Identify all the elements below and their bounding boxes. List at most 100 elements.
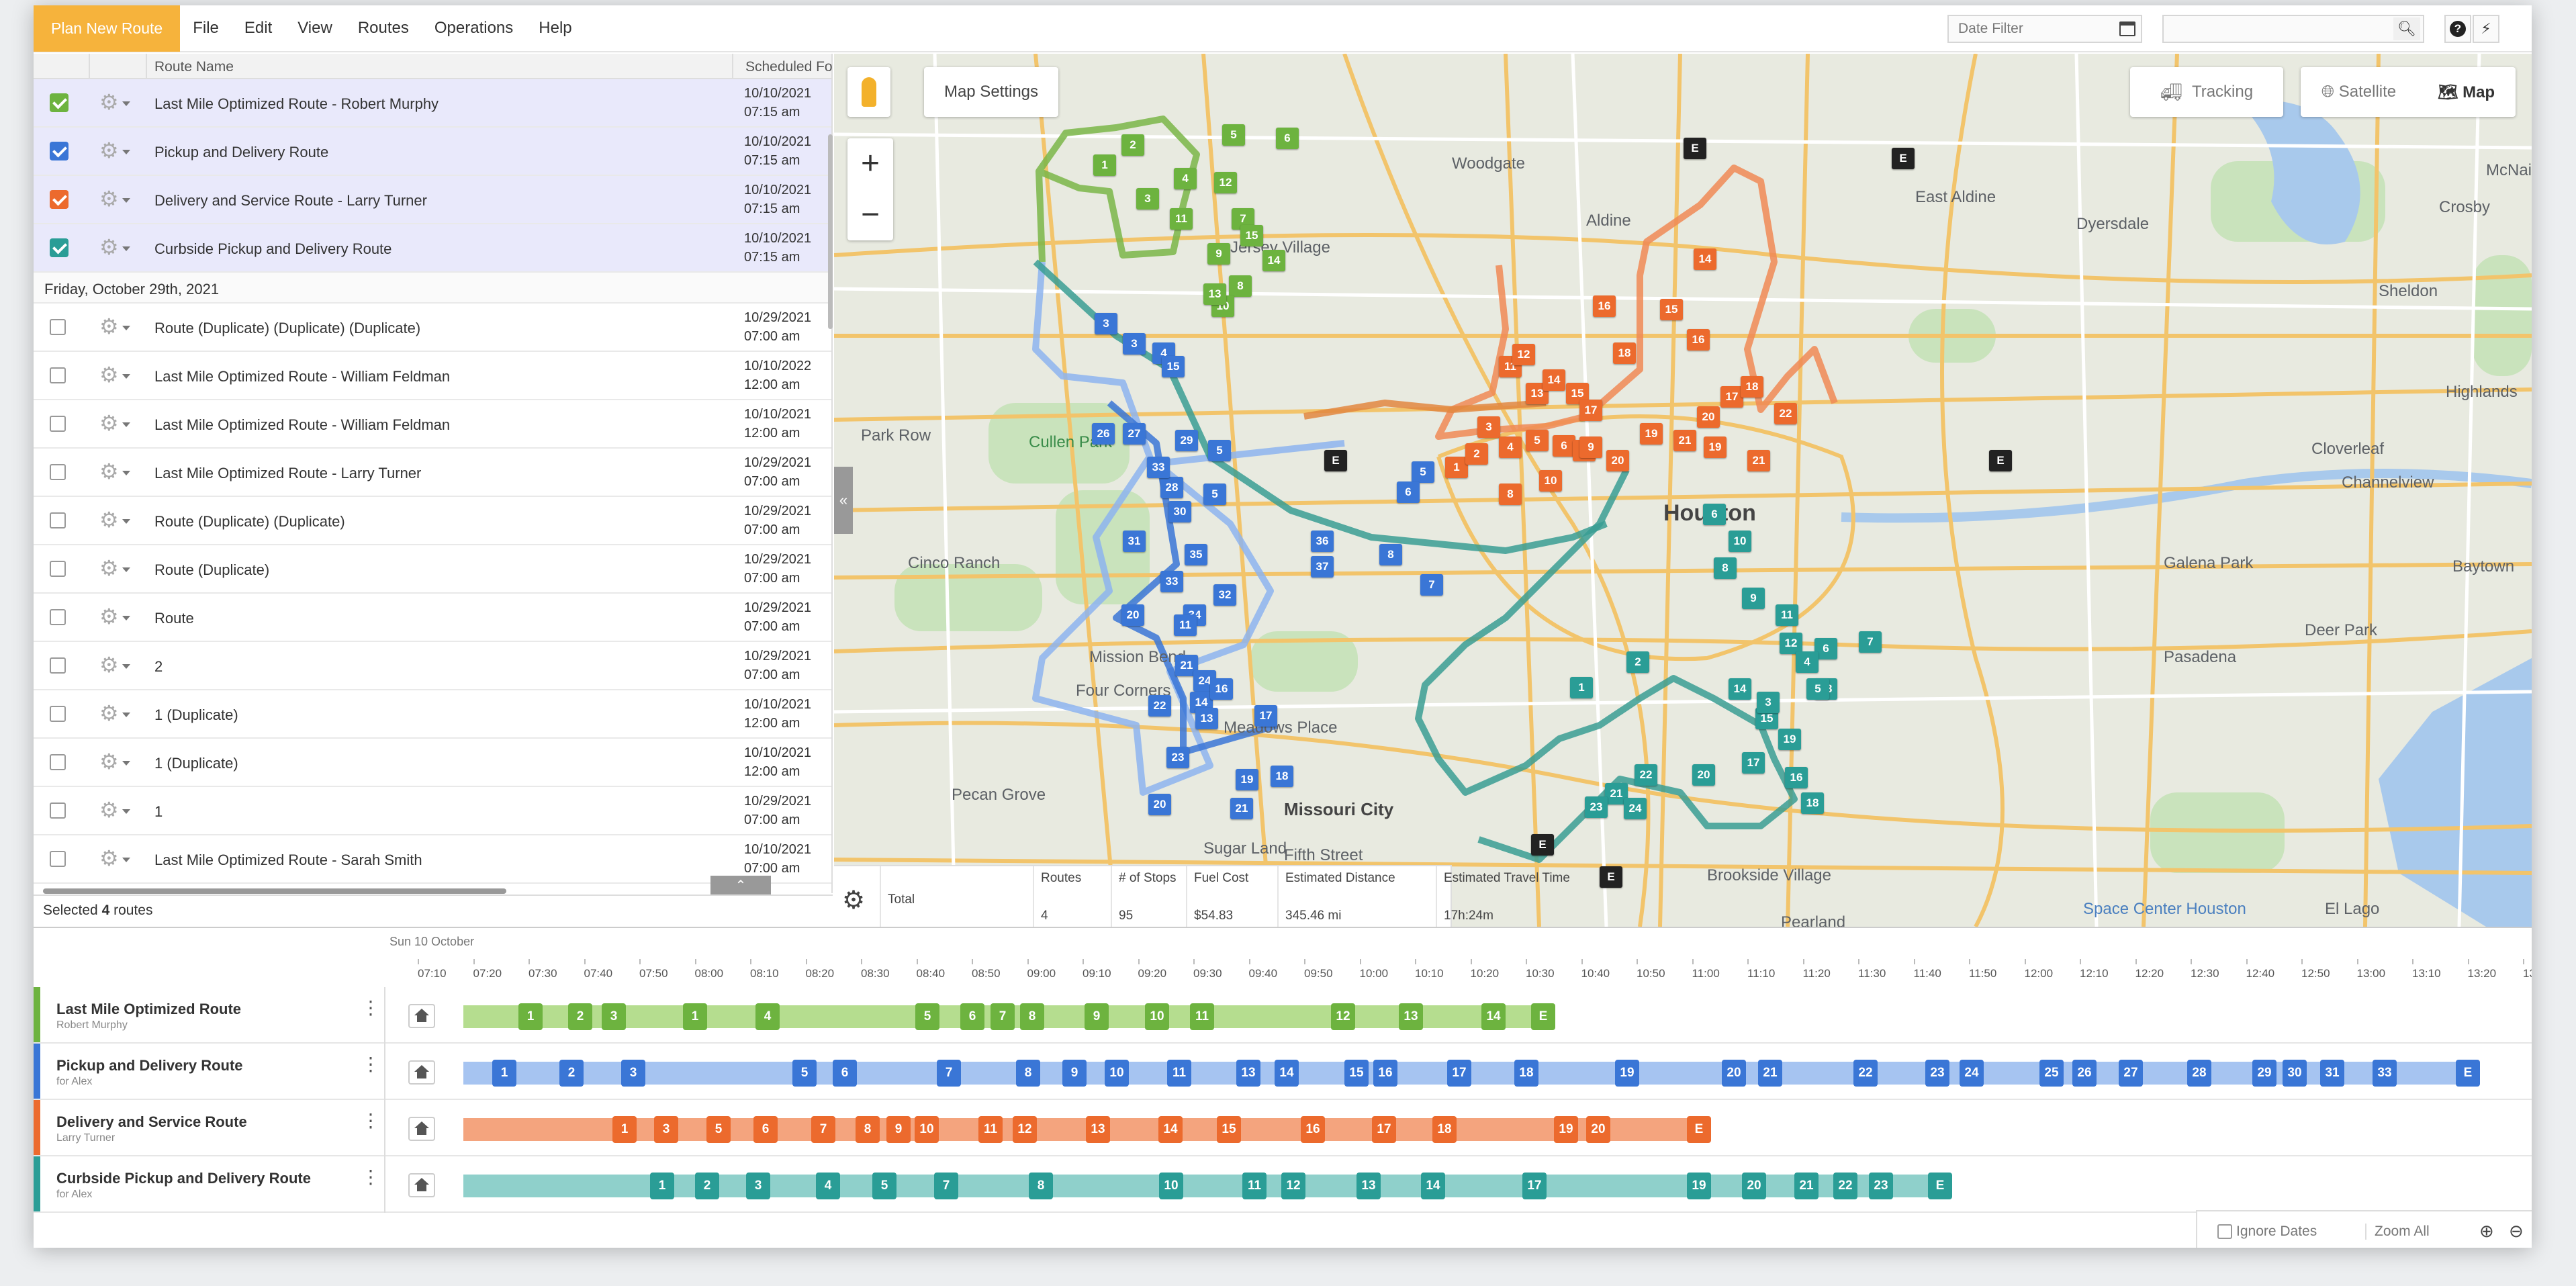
stop-marker[interactable]: 10 — [1539, 470, 1562, 492]
route-row[interactable]: ⚙︎ Route 10/29/2021 07:00 am — [34, 594, 831, 642]
timeline-stop[interactable]: 21 — [1794, 1173, 1819, 1199]
timeline-stop[interactable]: 3 — [746, 1173, 770, 1199]
timeline-stop[interactable]: 13 — [1399, 1003, 1423, 1030]
search-icon[interactable]: 🔍︎ — [2393, 17, 2420, 40]
stop-marker[interactable]: 18 — [1741, 376, 1763, 398]
depot-marker[interactable]: E — [1531, 834, 1554, 856]
timeline-stop[interactable]: 28 — [2187, 1060, 2211, 1087]
settings-gear-icon[interactable]: ⚙︎ — [842, 886, 866, 915]
stop-marker[interactable]: 20 — [1148, 794, 1171, 815]
stop-marker[interactable]: 31 — [1123, 531, 1146, 552]
zoom-all-button[interactable]: Zoom All — [2365, 1224, 2430, 1240]
row-gear-menu-icon[interactable]: ⚙︎ — [99, 138, 130, 163]
stop-marker[interactable]: 5 — [1526, 430, 1549, 451]
row-checkbox[interactable] — [50, 319, 66, 335]
stop-marker[interactable]: 22 — [1148, 695, 1171, 717]
stop-marker[interactable]: 18 — [1613, 342, 1636, 364]
timeline-route-row[interactable]: Curbside Pickup and Delivery Route for Al… — [34, 1156, 2532, 1213]
timeline-stop[interactable]: 18 — [1432, 1116, 1457, 1143]
depot-marker[interactable]: E — [1324, 450, 1347, 471]
stop-marker[interactable]: 6 — [1276, 128, 1299, 149]
zoom-in-icon[interactable]: ⊕︎ — [2479, 1221, 2494, 1241]
timeline-stop[interactable]: 12 — [1013, 1116, 1037, 1143]
stop-marker[interactable]: 1 — [1093, 154, 1116, 176]
timeline-stop[interactable]: 2 — [695, 1173, 719, 1199]
timeline-stop[interactable]: 11 — [1190, 1003, 1214, 1030]
timeline-stop[interactable]: 21 — [1758, 1060, 1782, 1087]
stop-marker[interactable]: 2 — [1626, 651, 1649, 673]
timeline-stop[interactable]: 14 — [1481, 1003, 1506, 1030]
timeline-stop[interactable]: 8 — [1016, 1060, 1040, 1087]
stop-marker[interactable]: 21 — [1747, 450, 1770, 471]
row-gear-menu-icon[interactable]: ⚙︎ — [99, 846, 130, 870]
row-checkbox[interactable] — [50, 802, 66, 819]
stop-marker[interactable]: E — [1600, 866, 1622, 888]
row-gear-menu-icon[interactable]: ⚙︎ — [99, 411, 130, 435]
stop-marker[interactable]: 30 — [1168, 501, 1191, 522]
map-settings-button[interactable]: Map Settings — [924, 67, 1058, 117]
stop-marker[interactable]: 27 — [1123, 423, 1146, 445]
stop-marker[interactable]: 4 — [1499, 437, 1522, 458]
timeline-stop[interactable]: 17 — [1447, 1060, 1471, 1087]
stop-marker[interactable]: 15 — [1162, 356, 1185, 377]
timeline-stop[interactable]: 3 — [654, 1116, 678, 1143]
stop-marker[interactable]: 5 — [1203, 484, 1226, 505]
stop-marker[interactable]: 29 — [1175, 430, 1198, 451]
stop-marker[interactable]: 15 — [1240, 225, 1263, 246]
stop-marker[interactable]: 9 — [1207, 243, 1230, 265]
stop-marker[interactable]: 8 — [1499, 484, 1522, 505]
timeline-stop[interactable]: 2 — [568, 1003, 592, 1030]
route-row[interactable]: ⚙︎ Last Mile Optimized Route - Sarah Smit… — [34, 835, 831, 884]
street-view-pegman[interactable] — [847, 67, 890, 117]
row-menu-icon[interactable]: ⋮ — [361, 1054, 380, 1074]
row-checkbox[interactable] — [50, 609, 66, 625]
stop-marker[interactable]: 7 — [1420, 574, 1443, 596]
route-row[interactable]: ⚙︎ Last Mile Optimized Route - Larry Turn… — [34, 449, 831, 497]
zoom-out-button[interactable]: − — [860, 197, 880, 232]
timeline-stop[interactable]: 2 — [559, 1060, 584, 1087]
timeline-stop[interactable]: 5 — [706, 1116, 731, 1143]
depot-home-icon[interactable] — [408, 1173, 435, 1197]
depot-home-icon[interactable] — [408, 1060, 435, 1085]
depot-home-icon[interactable] — [408, 1004, 435, 1028]
stop-marker[interactable]: 16 — [1210, 678, 1233, 700]
timeline-stop[interactable]: 1 — [683, 1003, 707, 1030]
stop-marker[interactable]: 15 — [1660, 299, 1683, 320]
stop-marker[interactable]: 3 — [1136, 188, 1159, 210]
zoom-out-icon[interactable]: ⊖︎ — [2509, 1221, 2524, 1241]
timeline-stop[interactable]: 7 — [991, 1003, 1015, 1030]
stop-marker[interactable]: 22 — [1635, 764, 1657, 786]
timeline-stop[interactable]: 3 — [621, 1060, 645, 1087]
timeline-stop[interactable]: 27 — [2119, 1060, 2143, 1087]
timeline-stop[interactable]: E — [1928, 1173, 1952, 1199]
stop-marker[interactable]: 18 — [1801, 792, 1824, 814]
plan-new-route-button[interactable]: Plan New Route — [34, 5, 181, 52]
timeline-stop[interactable]: 9 — [886, 1116, 911, 1143]
row-checkbox[interactable] — [50, 142, 68, 160]
calendar-icon[interactable] — [2119, 21, 2135, 36]
stop-marker[interactable]: 23 — [1166, 747, 1189, 768]
stop-marker[interactable]: 19 — [1640, 423, 1663, 445]
timeline-stop[interactable]: 7 — [811, 1116, 835, 1143]
route-row[interactable]: ⚙︎ Last Mile Optimized Route - Robert Mur… — [34, 79, 831, 128]
timeline-stop[interactable]: 9 — [1062, 1060, 1087, 1087]
timeline-stop[interactable]: 3 — [602, 1003, 626, 1030]
stop-marker[interactable]: 14 — [1729, 678, 1751, 700]
timeline-stop[interactable]: 8 — [856, 1116, 880, 1143]
route-row[interactable]: ⚙︎ Route (Duplicate) (Duplicate) 10/29/202… — [34, 497, 831, 545]
stop-marker[interactable]: 21 — [1230, 798, 1253, 819]
row-checkbox[interactable] — [50, 416, 66, 432]
row-gear-menu-icon[interactable]: ⚙︎ — [99, 314, 130, 338]
timeline-stop[interactable]: E — [1531, 1003, 1555, 1030]
date-filter-input[interactable]: Date Filter — [1947, 15, 2142, 43]
timeline-stop[interactable]: 11 — [978, 1116, 1003, 1143]
timeline-stop[interactable]: 13 — [1086, 1116, 1110, 1143]
timeline-stop[interactable]: 18 — [1514, 1060, 1538, 1087]
menu-routes[interactable]: Routes — [357, 19, 409, 37]
route-row[interactable]: ⚙︎ 1 (Duplicate) 10/10/2021 12:00 am — [34, 690, 831, 739]
row-gear-menu-icon[interactable]: ⚙︎ — [99, 604, 130, 629]
timeline-stop[interactable]: 6 — [833, 1060, 857, 1087]
stop-marker[interactable]: 1 — [1570, 677, 1593, 698]
timeline-stop[interactable]: 14 — [1158, 1116, 1183, 1143]
row-menu-icon[interactable]: ⋮ — [361, 997, 380, 1018]
